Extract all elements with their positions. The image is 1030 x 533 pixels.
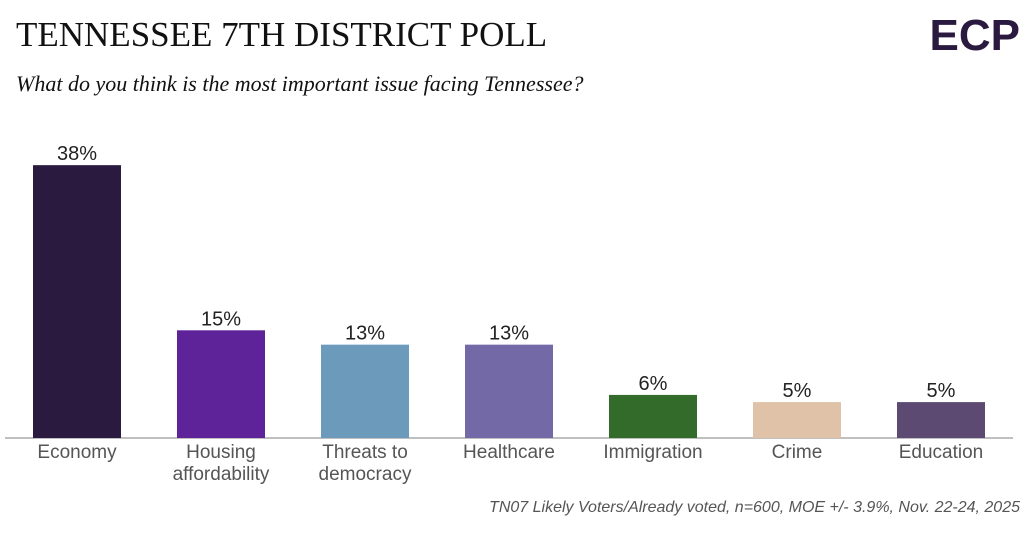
chart-title: TENNESSEE 7TH DISTRICT POLL [16,15,547,54]
bar [33,165,121,438]
x-tick-label: Threats to democracy [319,442,412,485]
x-tick-label: Crime [772,442,823,463]
x-tick-label: Education [899,442,984,463]
bar [177,330,265,438]
bar [609,394,697,438]
value-label: 38% [57,143,97,165]
value-label: 5% [783,380,812,402]
bar [465,344,553,438]
bar [321,344,409,438]
value-label: 5% [927,380,956,402]
x-tick-label: Economy [37,442,117,463]
x-tick-label: Immigration [603,442,702,463]
x-tick-label: Housing affordability [173,442,270,485]
value-label: 6% [639,373,668,395]
value-label: 15% [201,308,241,330]
chart-subtitle: What do you think is the most important … [16,71,583,96]
x-tick-label: Healthcare [463,442,555,463]
bar [753,402,841,438]
footnote: TN07 Likely Voters/Already voted, n=600,… [489,499,1020,516]
logo: ECP [930,11,1020,60]
value-label: 13% [345,323,385,345]
bar [897,402,985,438]
value-label: 13% [489,323,529,345]
